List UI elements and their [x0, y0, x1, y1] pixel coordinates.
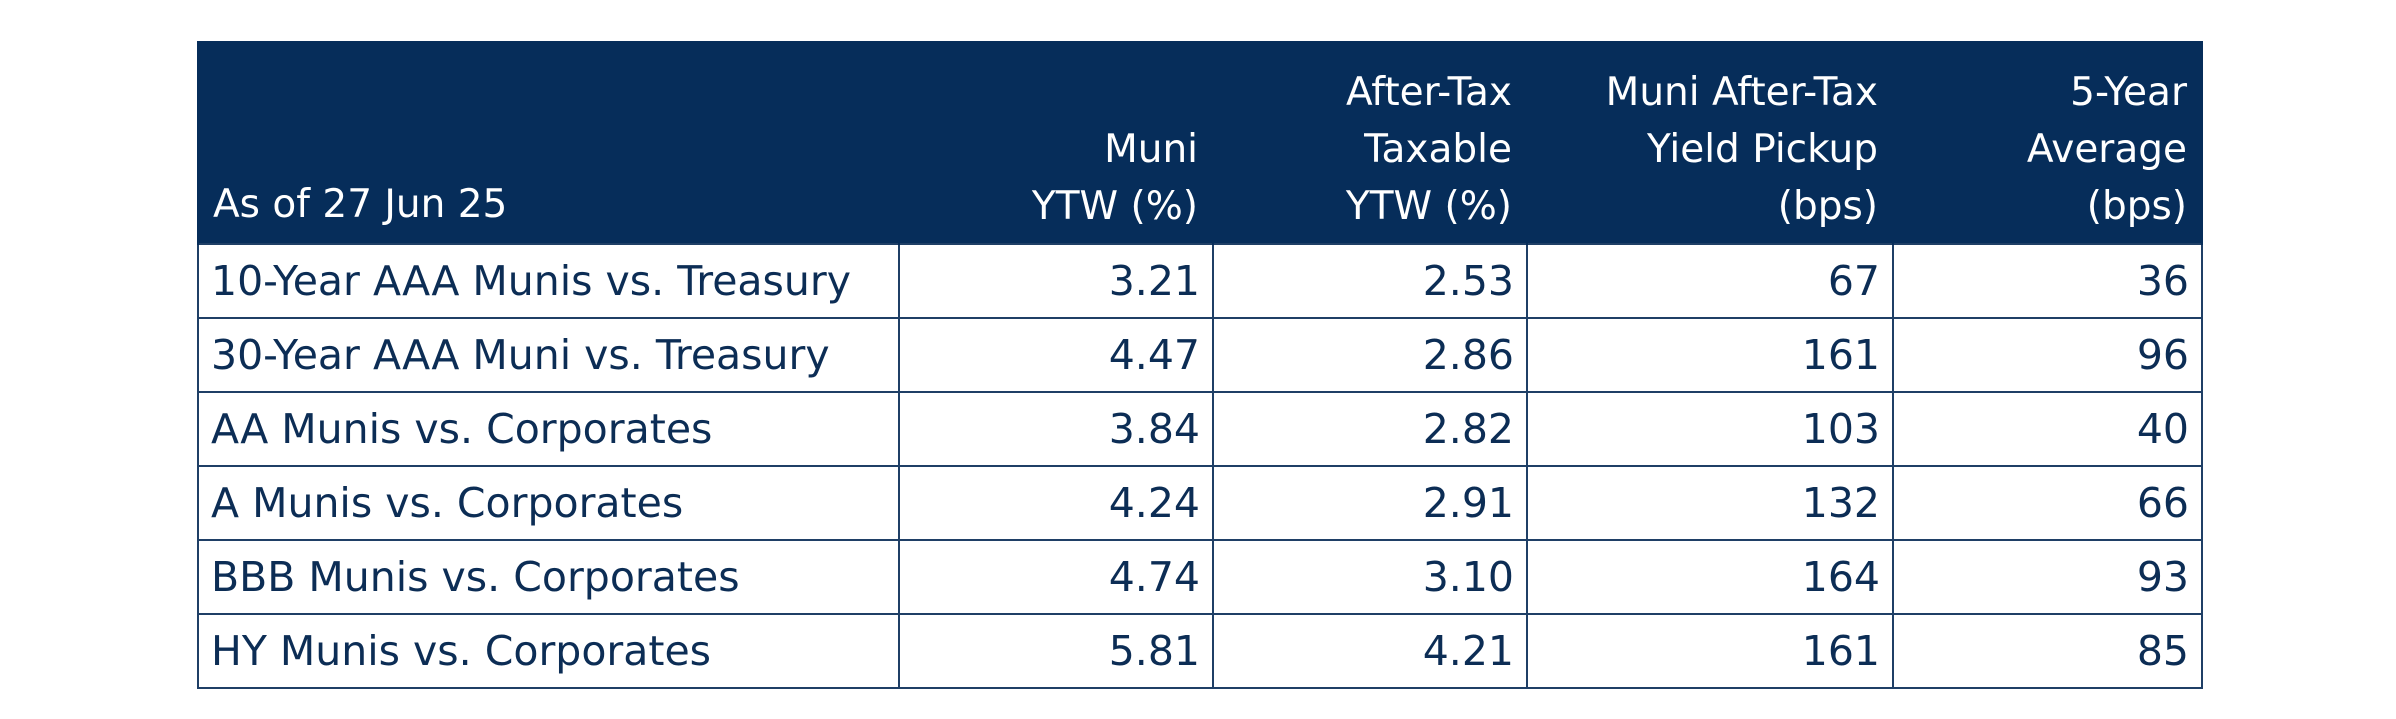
- five-year-average-cell: 96: [1892, 317, 2203, 393]
- table-row: AA Munis vs. Corporates 3.84 2.82 103 40: [197, 391, 2203, 467]
- taxable-ytw-cell: 3.10: [1212, 539, 1528, 615]
- muni-ytw-cell: 4.24: [898, 465, 1214, 541]
- taxable-ytw-cell: 2.82: [1212, 391, 1528, 467]
- yield-pickup-cell: 164: [1526, 539, 1894, 615]
- yield-comparison-table-container: As of 27 Jun 25 Muni YTW (%) After-Tax T…: [197, 41, 2203, 689]
- header-as-of-date: As of 27 Jun 25: [197, 41, 900, 244]
- muni-ytw-cell: 4.74: [898, 539, 1214, 615]
- five-year-average-cell: 40: [1892, 391, 2203, 467]
- yield-pickup-cell: 103: [1526, 391, 1894, 467]
- header-yield-pickup: Muni After-Tax Yield Pickup (bps): [1526, 41, 1894, 244]
- row-label: AA Munis vs. Corporates: [197, 391, 900, 467]
- five-year-average-cell: 85: [1892, 613, 2203, 689]
- table-row: 30-Year AAA Muni vs. Treasury 4.47 2.86 …: [197, 317, 2203, 393]
- row-label: 30-Year AAA Muni vs. Treasury: [197, 317, 900, 393]
- five-year-average-cell: 66: [1892, 465, 2203, 541]
- row-label: 10-Year AAA Munis vs. Treasury: [197, 243, 900, 319]
- header-row: As of 27 Jun 25 Muni YTW (%) After-Tax T…: [197, 41, 2203, 244]
- yield-pickup-cell: 67: [1526, 243, 1894, 319]
- five-year-average-cell: 93: [1892, 539, 2203, 615]
- yield-pickup-cell: 132: [1526, 465, 1894, 541]
- row-label: HY Munis vs. Corporates: [197, 613, 900, 689]
- header-after-tax-taxable-ytw: After-Tax Taxable YTW (%): [1212, 41, 1528, 244]
- muni-ytw-cell: 5.81: [898, 613, 1214, 689]
- header-muni-ytw: Muni YTW (%): [898, 41, 1214, 244]
- yield-comparison-table: As of 27 Jun 25 Muni YTW (%) After-Tax T…: [197, 41, 2203, 689]
- table-row: A Munis vs. Corporates 4.24 2.91 132 66: [197, 465, 2203, 541]
- table-body: 10-Year AAA Munis vs. Treasury 3.21 2.53…: [197, 243, 2203, 689]
- taxable-ytw-cell: 2.53: [1212, 243, 1528, 319]
- yield-pickup-cell: 161: [1526, 317, 1894, 393]
- taxable-ytw-cell: 4.21: [1212, 613, 1528, 689]
- taxable-ytw-cell: 2.91: [1212, 465, 1528, 541]
- muni-ytw-cell: 3.21: [898, 243, 1214, 319]
- header-five-year-average: 5-Year Average (bps): [1892, 41, 2203, 244]
- table-header: As of 27 Jun 25 Muni YTW (%) After-Tax T…: [197, 41, 2203, 244]
- table-row: BBB Munis vs. Corporates 4.74 3.10 164 9…: [197, 539, 2203, 615]
- muni-ytw-cell: 3.84: [898, 391, 1214, 467]
- muni-ytw-cell: 4.47: [898, 317, 1214, 393]
- yield-pickup-cell: 161: [1526, 613, 1894, 689]
- table-row: HY Munis vs. Corporates 5.81 4.21 161 85: [197, 613, 2203, 689]
- row-label: A Munis vs. Corporates: [197, 465, 900, 541]
- table-row: 10-Year AAA Munis vs. Treasury 3.21 2.53…: [197, 243, 2203, 319]
- five-year-average-cell: 36: [1892, 243, 2203, 319]
- taxable-ytw-cell: 2.86: [1212, 317, 1528, 393]
- row-label: BBB Munis vs. Corporates: [197, 539, 900, 615]
